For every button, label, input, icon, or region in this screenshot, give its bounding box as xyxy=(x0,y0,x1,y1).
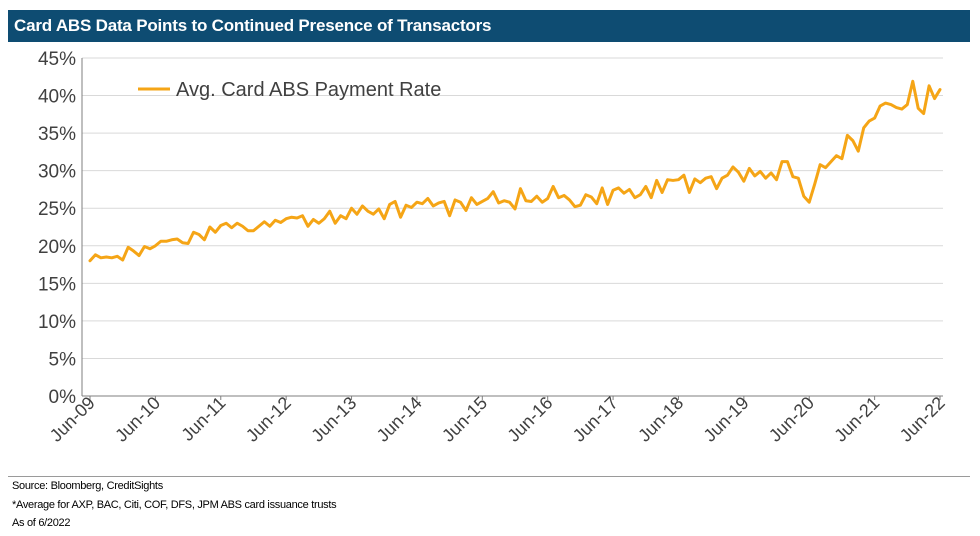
x-tick-label: Jun-17 xyxy=(569,393,622,446)
y-tick-label: 5% xyxy=(49,349,77,370)
x-tick-label: Jun-16 xyxy=(503,393,556,446)
series-line xyxy=(88,79,942,263)
footer-note: *Average for AXP, BAC, Citi, COF, DFS, J… xyxy=(12,499,337,511)
y-tick-label: 45% xyxy=(38,49,76,70)
x-tick-label: Jun-10 xyxy=(111,393,164,446)
x-tick-label: Jun-22 xyxy=(896,393,949,446)
x-tick-labels: Jun-09 Jun-10 Jun-11 Jun-12 Jun-13 Jun-14 Jun-… xyxy=(46,393,949,446)
chart-title-bar: Card ABS Data Points to Continued Presen… xyxy=(8,10,970,42)
footer-divider xyxy=(8,476,970,477)
payment-rate-line-chart: 0% 5% 10% 15% 20% 25% 30% 35% 40% 45% Jun-09 Jun-1… xyxy=(38,49,949,446)
y-tick-label: 25% xyxy=(38,199,76,220)
y-tick-label: 40% xyxy=(38,87,76,108)
x-tick-label: Jun-20 xyxy=(765,393,818,446)
legend: Avg. Card ABS Payment Rate xyxy=(138,79,441,101)
y-tick-labels: 0% 5% 10% 15% 20% 25% 30% 35% 40% 45% xyxy=(38,49,76,408)
y-tick-label: 0% xyxy=(49,387,77,408)
x-tick-label: Jun-13 xyxy=(307,393,360,446)
chart-title: Card ABS Data Points to Continued Presen… xyxy=(14,16,492,35)
x-tick-label: Jun-12 xyxy=(242,393,295,446)
legend-label: Avg. Card ABS Payment Rate xyxy=(176,79,441,101)
x-tick-label: Jun-18 xyxy=(634,393,687,446)
y-tick-label: 35% xyxy=(38,124,76,145)
x-tick-label: Jun-11 xyxy=(177,393,229,445)
series-layer xyxy=(88,79,942,263)
y-tick-label: 20% xyxy=(38,237,76,258)
x-tick-label: Jun-15 xyxy=(438,393,491,446)
footer-asof: As of 6/2022 xyxy=(12,517,71,529)
x-tick-label: Jun-21 xyxy=(830,393,883,446)
y-tick-label: 15% xyxy=(38,274,76,295)
gridlines xyxy=(82,57,943,359)
y-tick-label: 10% xyxy=(38,312,76,333)
y-tick-label: 30% xyxy=(38,162,76,183)
footer-source: Source: Bloomberg, CreditSights xyxy=(12,480,163,492)
x-tick-label: Jun-14 xyxy=(373,393,426,446)
x-tick-label: Jun-19 xyxy=(700,393,753,446)
axes xyxy=(81,58,943,400)
